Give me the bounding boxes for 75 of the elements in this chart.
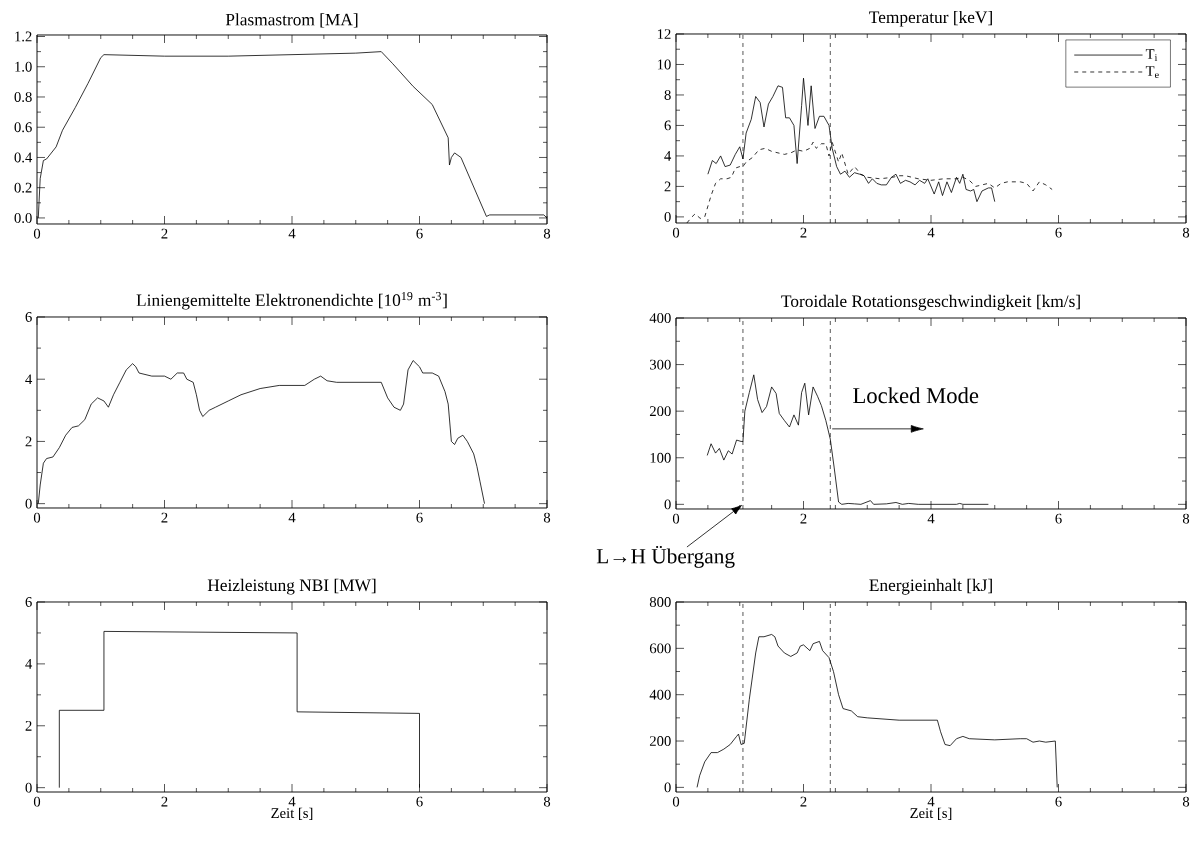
y-tick-label: 10 bbox=[657, 59, 671, 70]
y-tick-label: 200 bbox=[649, 406, 671, 417]
annotation: Locked Mode bbox=[853, 387, 979, 404]
x-tick-label: 8 bbox=[1182, 796, 1190, 807]
y-tick-label: 100 bbox=[650, 452, 671, 463]
chart-title: Heizleistung NBI [MW] bbox=[207, 578, 376, 595]
x-tick-label: 6 bbox=[1055, 227, 1062, 238]
y-tick-label: 4 bbox=[25, 659, 33, 669]
y-tick-label: 0 bbox=[25, 498, 32, 509]
x-tick-label: 2 bbox=[161, 796, 168, 807]
x-tick-label: 6 bbox=[1055, 513, 1062, 524]
legend-label: T$_{e}$ bbox=[1145, 66, 1159, 79]
y-tick-label: 200 bbox=[649, 736, 671, 746]
x-tick-label: 4 bbox=[927, 513, 935, 524]
line-series bbox=[58, 630, 420, 789]
x-tick-label: 0 bbox=[672, 227, 680, 238]
y-tick-label: 400 bbox=[649, 313, 671, 323]
y-tick-label: 0.8 bbox=[14, 92, 32, 102]
x-tick-label: 0 bbox=[33, 796, 41, 807]
x-tick-label: 2 bbox=[161, 228, 168, 239]
y-tick-label: 0 bbox=[25, 782, 32, 793]
chart-title: Energieinhalt [kJ] bbox=[869, 578, 992, 595]
x-tick-label: 6 bbox=[416, 512, 423, 523]
y-tick-label: 600 bbox=[649, 643, 671, 654]
y-tick-label: 0.6 bbox=[14, 122, 32, 133]
y-tick-label: 1.0 bbox=[15, 61, 32, 72]
y-tick-label: 2 bbox=[25, 436, 32, 447]
y-tick-label: 12 bbox=[657, 29, 671, 39]
x-tick-label: 8 bbox=[543, 512, 551, 523]
x-tick-label: 4 bbox=[288, 228, 296, 239]
chart-title: Liniengemittelte Elektronendichte [10$^{19}$ m$^{-3}$] bbox=[136, 292, 447, 310]
x-axis-title: Zeit [s] bbox=[910, 807, 952, 820]
x-tick-label: 8 bbox=[1182, 513, 1190, 524]
y-tick-label: 800 bbox=[649, 597, 671, 607]
chart-title: Plasmastrom [MA] bbox=[225, 13, 358, 28]
legend-label: T$_{i}$ bbox=[1145, 49, 1158, 62]
x-axis-title: Zeit [s] bbox=[271, 807, 313, 820]
y-tick-label: 6 bbox=[25, 597, 32, 607]
y-tick-label: 4 bbox=[25, 374, 33, 385]
y-tick-label: 8 bbox=[664, 90, 671, 100]
x-tick-label: 0 bbox=[33, 512, 41, 523]
x-tick-label: 0 bbox=[672, 513, 680, 524]
y-tick-label: 2 bbox=[25, 720, 32, 731]
x-tick-label: 2 bbox=[800, 513, 807, 524]
x-tick-label: 2 bbox=[800, 796, 807, 807]
x-tick-label: 8 bbox=[543, 796, 551, 807]
y-tick-label: 0.4 bbox=[14, 152, 33, 163]
x-tick-label: 4 bbox=[288, 796, 296, 807]
x-tick-label: 0 bbox=[33, 228, 41, 239]
annotation: L→H Übergang bbox=[596, 545, 735, 568]
y-tick-label: 1.2 bbox=[15, 31, 32, 42]
y-tick-label: 2 bbox=[664, 181, 671, 192]
x-tick-label: 6 bbox=[416, 228, 423, 239]
x-tick-label: 8 bbox=[1182, 227, 1190, 238]
x-tick-label: 2 bbox=[161, 512, 168, 523]
y-tick-label: 0 bbox=[664, 499, 671, 510]
x-tick-label: 0 bbox=[672, 796, 680, 807]
chart-title: Temperatur [keV] bbox=[869, 10, 992, 27]
y-tick-label: 0 bbox=[664, 782, 671, 793]
x-tick-label: 2 bbox=[800, 227, 807, 238]
y-tick-label: 0.0 bbox=[14, 212, 32, 223]
x-tick-label: 4 bbox=[927, 796, 935, 807]
y-tick-label: 0.2 bbox=[14, 182, 32, 193]
x-tick-label: 8 bbox=[543, 228, 551, 239]
y-tick-label: 300 bbox=[650, 359, 671, 370]
y-tick-label: 6 bbox=[664, 120, 671, 131]
y-tick-label: 6 bbox=[25, 312, 32, 322]
y-tick-label: 4 bbox=[664, 151, 672, 161]
y-tick-label: 400 bbox=[649, 689, 671, 700]
x-tick-label: 6 bbox=[416, 796, 423, 807]
chart-title: Toroidale Rotationsgeschwindigkeit [km/s] bbox=[781, 294, 1080, 311]
x-tick-label: 4 bbox=[927, 227, 935, 238]
x-tick-label: 4 bbox=[288, 512, 296, 523]
y-tick-label: 0 bbox=[664, 211, 671, 222]
x-tick-label: 6 bbox=[1055, 796, 1062, 807]
